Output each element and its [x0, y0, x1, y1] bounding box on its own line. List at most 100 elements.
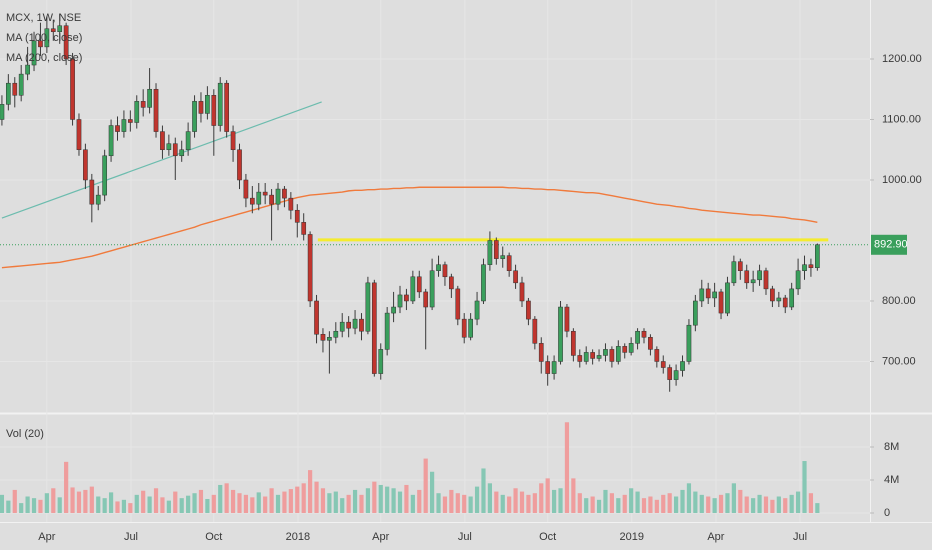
volume-bar: [404, 484, 409, 514]
indicator-label: MA (200, close): [6, 52, 82, 64]
candle-body: [83, 149, 88, 181]
moving-average: [1, 186, 818, 269]
x-tick-label: 2019: [620, 531, 644, 543]
candle-body: [211, 95, 217, 126]
candle-body: [224, 82, 229, 132]
volume-bar: [121, 499, 127, 514]
vol-tick-label: 4M: [884, 474, 899, 486]
volume-bar: [410, 494, 415, 514]
candle-body: [50, 28, 56, 33]
candle-body: [179, 149, 185, 157]
candle-body: [455, 288, 461, 320]
volume-bar: [507, 496, 512, 514]
y-tick-label: 700.00: [882, 355, 916, 367]
volume-bar: [243, 494, 249, 514]
candle-body: [686, 324, 692, 362]
volume-bar: [751, 498, 756, 514]
candle-body: [410, 276, 416, 302]
candle-body: [18, 73, 24, 96]
volume-bar: [269, 488, 274, 514]
volume-bar: [718, 494, 724, 514]
x-tick-label: Jul: [458, 531, 472, 543]
volume-bar: [211, 494, 216, 514]
volume-bar: [6, 500, 11, 514]
candle-body: [609, 349, 615, 362]
candle-body: [57, 25, 63, 33]
volume-bar: [256, 492, 261, 514]
vol-tick-label: 0: [884, 507, 890, 519]
volume-bar: [352, 489, 358, 514]
volume-bar: [173, 491, 178, 514]
volume-bar: [763, 496, 769, 514]
candle-body: [346, 321, 351, 329]
candle-body: [795, 270, 801, 290]
volume-bar: [282, 491, 287, 514]
x-tick-label: Apr: [38, 531, 55, 543]
volume-bar: [738, 489, 743, 514]
candle-body: [416, 276, 422, 293]
volume-bar: [166, 500, 171, 514]
volume-bar: [673, 496, 679, 514]
x-tick-label: Apr: [707, 531, 724, 543]
volume-bar: [250, 497, 255, 514]
candle-body: [102, 155, 108, 196]
volume-bar: [160, 497, 165, 514]
volume-bar: [359, 494, 364, 514]
volume-bar: [802, 461, 807, 514]
volume-bar: [667, 493, 672, 514]
volume-bar: [783, 498, 788, 514]
candle-body: [5, 82, 11, 105]
volume-bar: [519, 491, 525, 514]
volume-bar: [757, 494, 762, 514]
candle-body: [192, 101, 197, 132]
candle-body: [750, 279, 756, 284]
candle-body: [667, 367, 673, 380]
candle-body: [789, 288, 795, 308]
candle-body: [577, 355, 583, 362]
volume-bar: [12, 489, 17, 514]
candle-body: [404, 294, 409, 302]
candle-body: [217, 82, 223, 126]
candle-body: [371, 282, 377, 374]
candle-body: [487, 240, 493, 265]
volume-bar: [385, 486, 390, 514]
volume-bar: [539, 483, 544, 514]
volume-bar: [38, 499, 43, 514]
last-price-label: 892.90: [874, 239, 908, 251]
volume-bar: [795, 491, 801, 514]
candle-body: [474, 300, 480, 320]
candle-body: [468, 318, 473, 338]
candle-body: [500, 255, 506, 259]
candle-body: [198, 101, 204, 114]
candle-body: [731, 261, 737, 284]
candle-body: [615, 346, 621, 362]
candle-body: [654, 349, 660, 362]
volume-bar: [230, 489, 236, 514]
volume-bar: [474, 486, 480, 514]
volume-bar: [770, 499, 775, 514]
volume-bar: [365, 488, 371, 514]
volume-bar: [102, 498, 107, 514]
candle-body: [301, 222, 307, 235]
volume-bar: [494, 491, 499, 514]
candle-body: [89, 179, 95, 205]
candle-body: [95, 194, 101, 205]
volume-bar: [641, 498, 647, 514]
volume-bar: [237, 493, 242, 514]
volume-bar: [686, 483, 692, 514]
candle-body: [461, 318, 467, 338]
volume-bar: [134, 494, 139, 514]
volume-bar: [153, 488, 159, 514]
candle-body: [294, 209, 300, 223]
volume-bar: [744, 496, 749, 514]
candle-body: [127, 119, 133, 123]
candle-body: [262, 191, 268, 196]
candle-body: [506, 255, 512, 271]
candle-body: [622, 346, 628, 353]
candle-body: [635, 330, 640, 344]
candle-body: [705, 288, 711, 299]
volume-bar: [31, 498, 37, 514]
volume-bar: [635, 491, 640, 514]
volume-bar: [192, 493, 197, 514]
candle-body: [493, 240, 499, 259]
